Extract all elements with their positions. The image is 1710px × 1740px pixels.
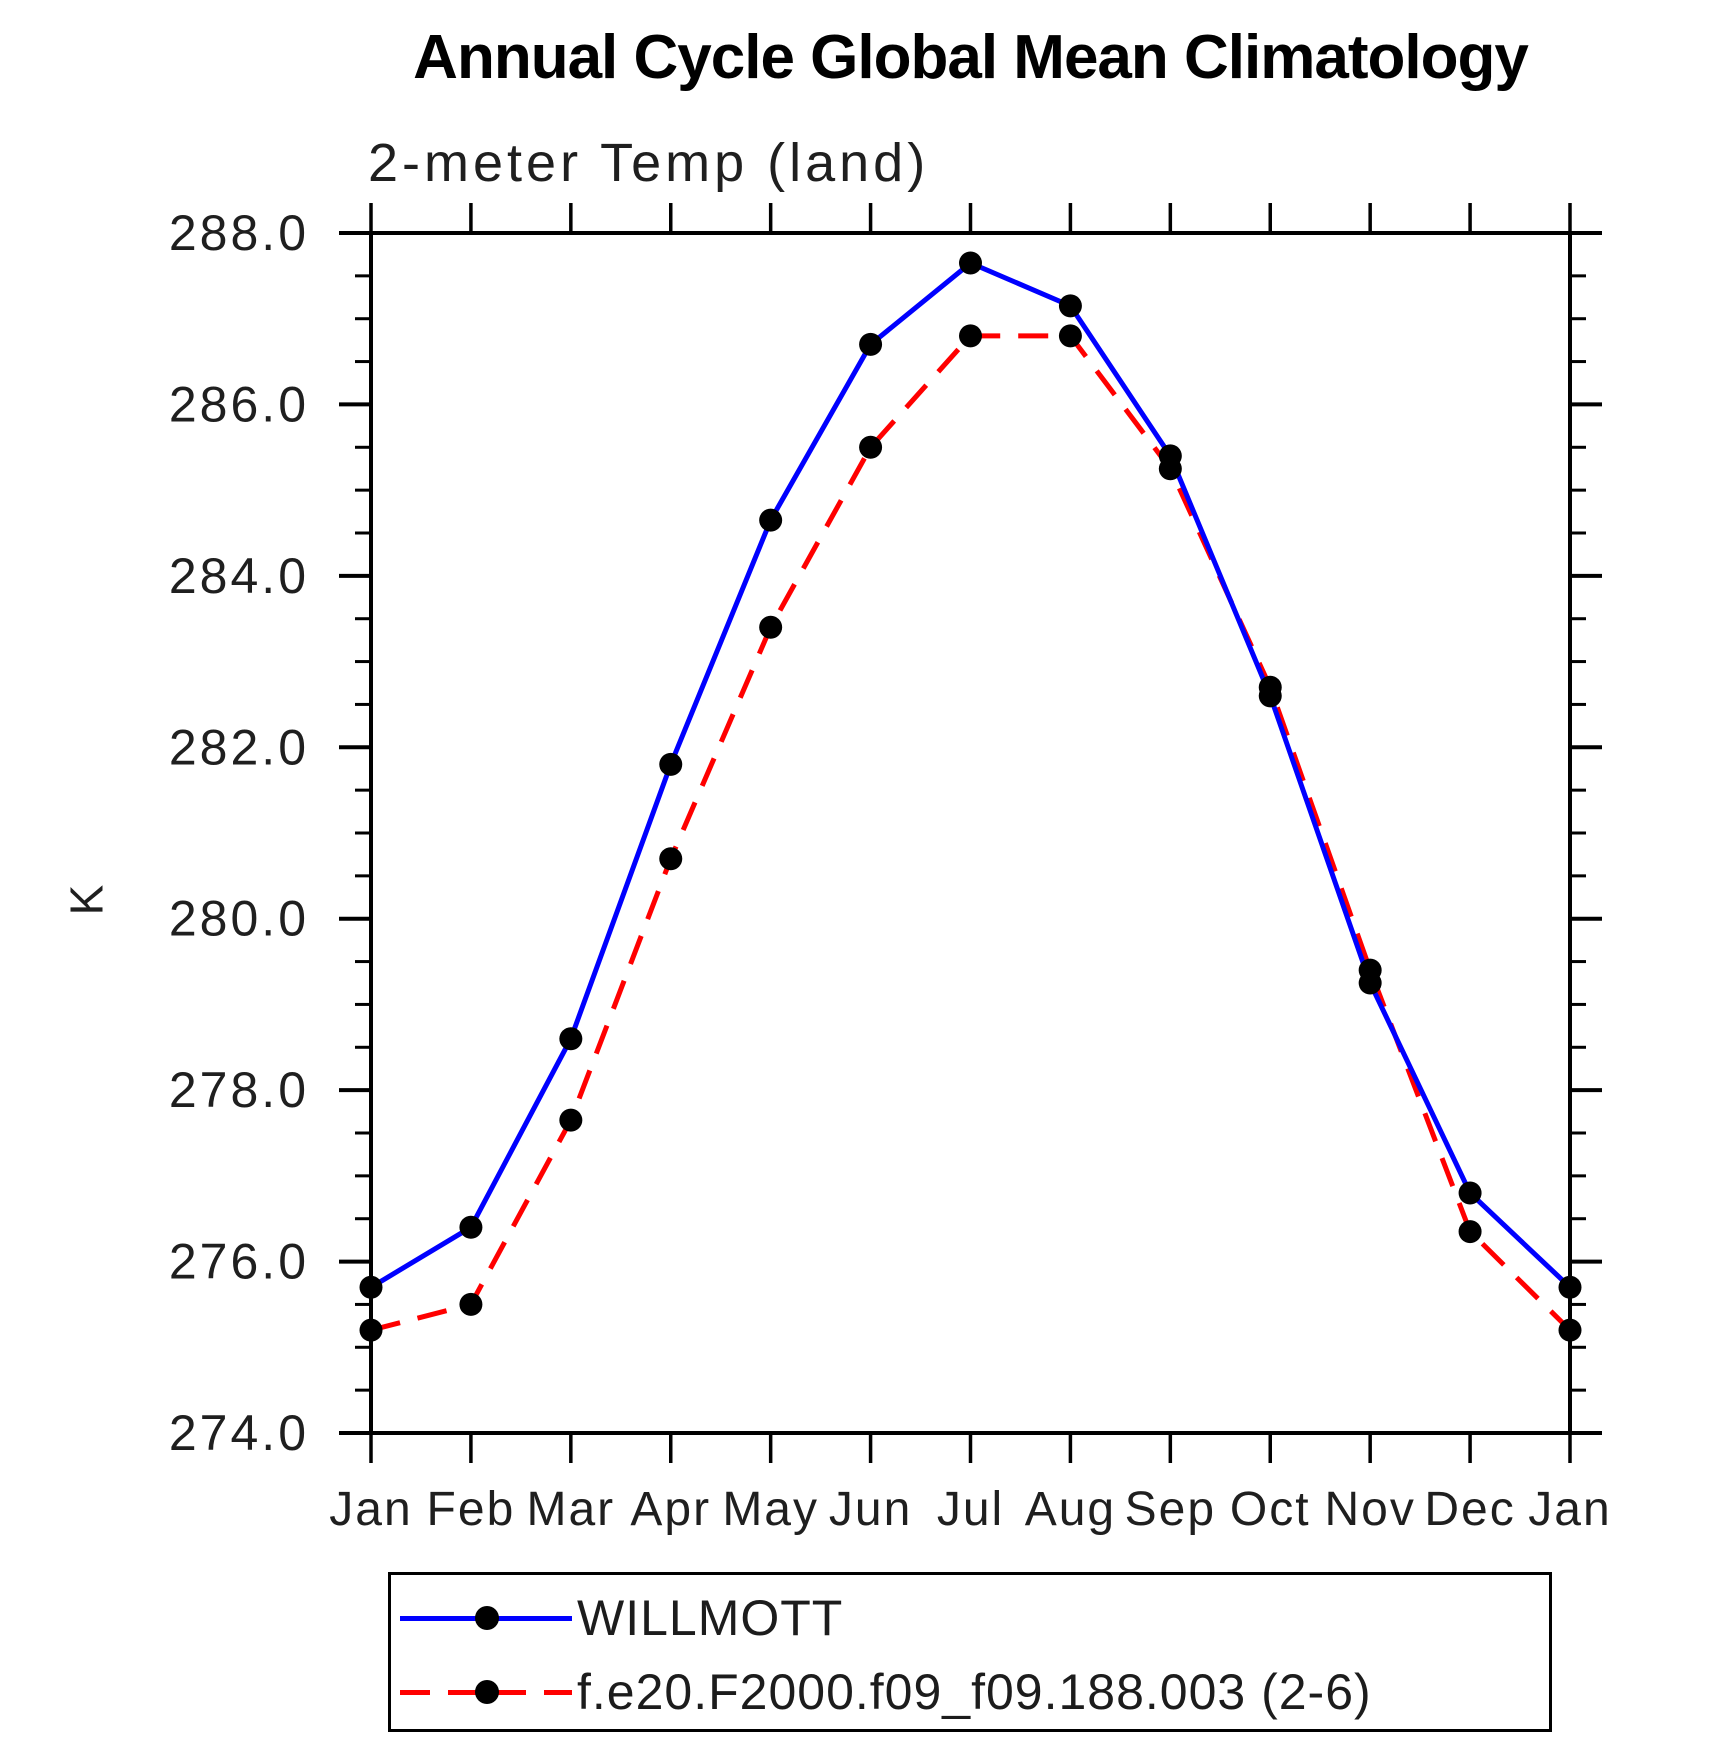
y-tick-label: 284.0	[169, 548, 309, 604]
y-tick-label: 280.0	[169, 891, 309, 947]
data-point-marker	[1458, 1181, 1482, 1205]
series-line-willmott	[369, 260, 1572, 1290]
data-point-marker	[859, 435, 883, 459]
x-tick-label: Nov	[1324, 1483, 1415, 1536]
data-point-marker	[1558, 1318, 1582, 1342]
series-line-model	[370, 333, 1572, 1333]
x-tick-label: Jun	[829, 1483, 912, 1536]
x-tick-label: Jan	[329, 1483, 412, 1536]
data-point-marker	[1458, 1220, 1482, 1244]
y-tick-label: 286.0	[169, 376, 309, 432]
y-tick-label: 288.0	[169, 205, 309, 261]
data-point-marker	[459, 1215, 483, 1239]
data-point-marker	[759, 615, 783, 639]
data-point-marker	[359, 1275, 383, 1299]
legend-sample-willmott	[400, 1605, 572, 1631]
data-point-marker	[859, 332, 883, 356]
legend: WILLMOTT f.e20.F2000.f09_f09.188.003 (2-…	[388, 1572, 1552, 1732]
data-point-marker	[1058, 324, 1082, 348]
plot-frame	[369, 231, 1572, 1435]
data-point-marker	[959, 324, 982, 348]
x-tick-label: Jan	[1528, 1483, 1611, 1536]
y-tick-label: 278.0	[169, 1062, 309, 1118]
chart-subtitle: 2-meter Temp (land)	[368, 133, 930, 193]
data-point-marker	[1258, 675, 1282, 699]
legend-label-willmott: WILLMOTT	[577, 1590, 844, 1646]
x-tick-label: May	[722, 1483, 819, 1536]
data-point-marker	[559, 1108, 583, 1132]
x-tick-label: Feb	[427, 1483, 516, 1536]
y-tick-label: 274.0	[169, 1405, 309, 1461]
y-tick-label: 282.0	[169, 719, 309, 775]
x-tick-label: Aug	[1025, 1483, 1116, 1536]
legend-row-willmott: WILLMOTT	[391, 1581, 1549, 1655]
marker-dot-icon	[475, 1606, 499, 1630]
data-point-marker	[559, 1027, 583, 1051]
marker-dot-icon	[475, 1680, 499, 1704]
data-point-marker	[659, 847, 683, 871]
data-point-marker	[759, 508, 783, 532]
legend-row-model: f.e20.F2000.f09_f09.188.003 (2-6)	[391, 1655, 1549, 1729]
chart-title: Annual Cycle Global Mean Climatology	[413, 23, 1529, 92]
legend-label-model: f.e20.F2000.f09_f09.188.003 (2-6)	[577, 1664, 1372, 1720]
data-point-marker	[959, 251, 982, 275]
data-point-marker	[1058, 294, 1082, 318]
x-tick-label: Jul	[937, 1483, 1004, 1536]
x-tick-label: Sep	[1125, 1483, 1216, 1536]
x-tick-label: Mar	[526, 1483, 615, 1536]
y-tick-label: 276.0	[169, 1234, 309, 1290]
data-point-marker	[1158, 457, 1182, 481]
x-tick-label: Oct	[1230, 1483, 1311, 1536]
data-point-marker	[1358, 958, 1382, 982]
data-point-marker	[1558, 1275, 1582, 1299]
legend-sample-model	[400, 1679, 572, 1705]
data-point-marker	[359, 1318, 383, 1342]
x-tick-label: Dec	[1424, 1483, 1515, 1536]
data-point-marker	[659, 752, 683, 776]
data-point-marker	[459, 1292, 483, 1316]
x-tick-label: Apr	[630, 1483, 711, 1536]
